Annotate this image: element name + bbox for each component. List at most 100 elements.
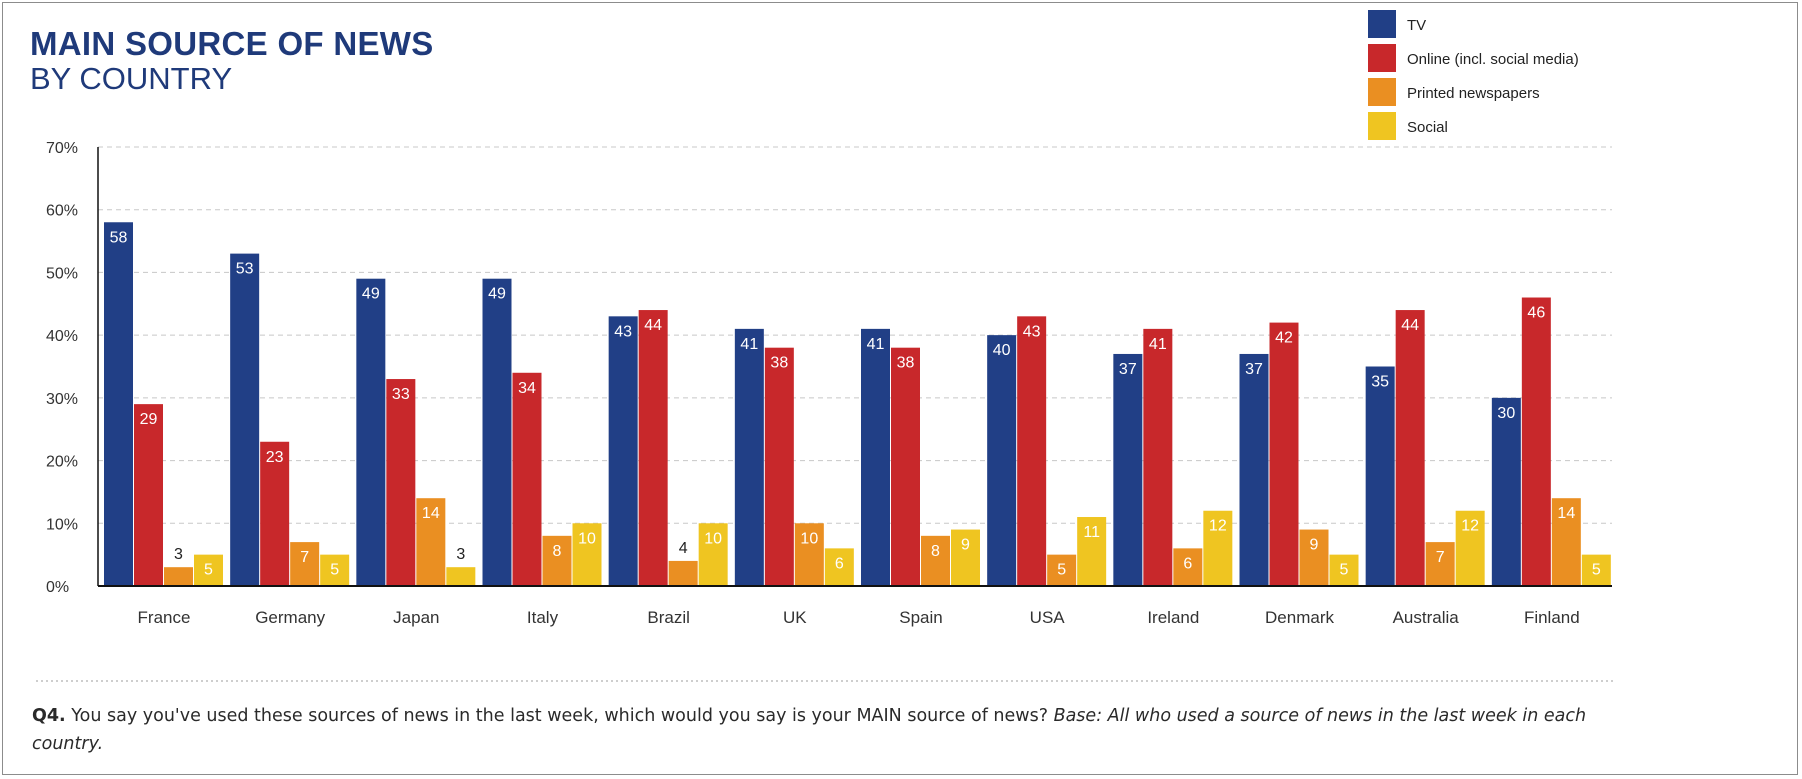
bar [164,567,193,586]
bar [794,523,824,586]
data-label: 5 [1592,562,1601,579]
data-label: 35 [1371,374,1389,391]
data-label: 37 [1119,361,1137,378]
data-label: 49 [362,286,380,303]
data-label: 10 [800,530,818,547]
legend-swatch [1368,112,1396,140]
y-tick-label: 20% [46,454,78,471]
bar [1017,316,1047,586]
bar [987,335,1017,586]
bar [290,542,320,586]
bar [194,554,223,586]
x-tick-label: USA [1030,608,1066,627]
bar [1425,542,1455,586]
data-label: 53 [236,261,254,278]
bar [764,347,794,586]
bar [1143,328,1173,586]
bar [1329,554,1359,586]
data-label: 5 [1340,562,1349,579]
bar [1203,510,1233,586]
data-label: 5 [204,562,213,579]
data-label: 14 [422,505,440,522]
bar [668,560,698,586]
bar [1047,554,1077,586]
data-label: 29 [140,411,158,428]
title-block: MAIN SOURCE OF NEWS BY COUNTRY [30,26,434,96]
bar [1365,366,1395,586]
data-label: 5 [330,562,339,579]
bar [734,328,764,586]
bar [512,372,542,586]
bar [1491,397,1521,586]
x-tick-label: Spain [899,608,942,627]
bar [1395,310,1425,586]
bar [542,535,572,586]
data-label: 44 [644,317,662,334]
legend-swatch [1368,78,1396,106]
bar [608,316,638,586]
bar [891,347,920,586]
data-label: 38 [897,355,915,372]
x-tick-label: UK [783,608,807,627]
footnote-question: You say you've used these sources of new… [65,706,1054,726]
bar [1077,517,1107,586]
data-label: 10 [578,530,596,547]
bar [356,278,386,586]
x-tick-label: Ireland [1147,608,1199,627]
data-label: 41 [867,336,885,353]
footnote-base: Base: All who used a source of news in t… [32,706,1587,754]
y-tick-label: 30% [46,391,78,408]
bar [1521,297,1551,586]
y-tick-label: 70% [46,140,78,157]
data-label: 43 [1023,323,1041,340]
x-tick-label: Australia [1393,608,1460,627]
data-label: 43 [614,323,632,340]
footnote-question-label: Q4. [32,706,66,726]
bar [482,278,512,586]
data-label: 30 [1497,405,1515,422]
data-label: 34 [518,380,536,397]
x-tick-label: Brazil [647,608,690,627]
bar [951,529,980,586]
data-label: 41 [740,336,758,353]
data-label: 38 [770,355,788,372]
data-label: 4 [679,540,688,557]
chart-title: MAIN SOURCE OF NEWS [30,25,434,62]
bar [1551,498,1581,586]
bar [921,535,950,586]
bar [1455,510,1485,586]
bar [1239,353,1269,586]
y-tick-label: 50% [46,265,78,282]
data-label: 3 [456,546,465,563]
data-label: 23 [266,449,284,466]
bar [824,548,854,586]
data-label: 9 [1310,537,1319,554]
data-label: 12 [1461,518,1479,535]
x-tick-label: Japan [393,608,439,627]
data-label: 11 [1083,524,1100,541]
y-tick-label: 0% [46,579,69,596]
x-tick-label: Finland [1524,608,1580,627]
data-label: 7 [300,549,309,566]
bar [861,328,890,586]
bar [386,379,416,586]
bar [1113,353,1143,586]
data-label: 9 [961,537,970,554]
data-label: 49 [488,286,506,303]
legend-label: Social [1407,119,1448,136]
bar [104,222,133,586]
data-label: 44 [1401,317,1419,334]
bar [698,523,728,586]
bar [260,441,290,586]
legend-label: Online (incl. social media) [1407,51,1579,68]
x-tick-label: Denmark [1265,608,1334,627]
data-label: 6 [1183,555,1192,572]
bar [1173,548,1203,586]
data-label: 58 [110,229,128,246]
chart-subtitle: BY COUNTRY [30,61,233,96]
bar [416,498,446,586]
x-tick-label: France [138,608,191,627]
footnote: Q4. You say you've used these sources of… [32,702,1592,758]
legend-swatch [1368,44,1396,72]
